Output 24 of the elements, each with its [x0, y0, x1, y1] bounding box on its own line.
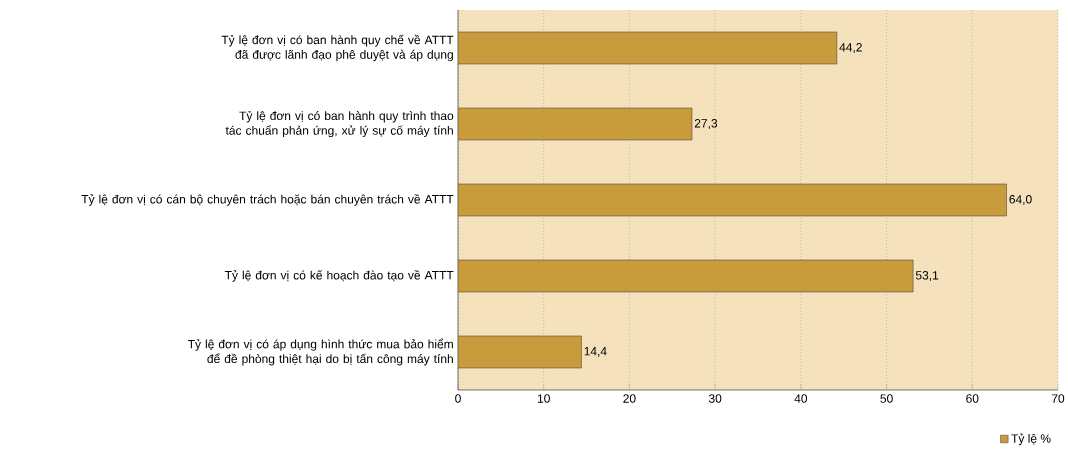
bar [458, 31, 838, 65]
y-tick-label: Tỷ lệ đơn vị có ban hành quy trình thao tác chuẩn phản ứng, xử lý sự cố máy tính [225, 110, 454, 138]
legend-label: Tỷ lệ % [1011, 433, 1051, 446]
bar [458, 335, 582, 369]
bar [458, 183, 1007, 217]
bar [458, 259, 914, 293]
y-tick-label: Tỷ lệ đơn vị có kế hoạch đào tạo về ATTT [224, 270, 454, 282]
x-tick-label: 50 [880, 394, 893, 403]
y-tick-label: Tỷ lệ đơn vị có áp dụng hình thức mua bảo hiểm để đề phòng thiệt hại do bị tấn công máy tính [187, 338, 453, 366]
data-label: 44,2 [839, 43, 862, 53]
x-tick-label: 0 [455, 394, 461, 403]
x-tick-label: 10 [537, 394, 550, 403]
data-label: 53,1 [915, 271, 939, 281]
x-tick-label: 20 [623, 394, 636, 403]
data-label: 14,4 [584, 347, 607, 357]
data-label: 27,3 [694, 119, 718, 129]
x-tick-label: 70 [1051, 394, 1065, 403]
x-tick-label: 40 [794, 394, 808, 403]
data-label: 64,0 [1009, 195, 1032, 205]
x-tick-label: 30 [708, 394, 722, 403]
y-tick-label: Tỷ lệ đơn vị có ban hành quy chế về ATTT đã được lãnh đạo phê duyệt và áp dụng [221, 34, 454, 62]
x-tick-label: 60 [966, 394, 979, 403]
y-tick-label: Tỷ lệ đơn vị có cán bộ chuyên trách hoặc bán chuyên trách về ATTT [81, 194, 454, 206]
bar [458, 107, 693, 141]
